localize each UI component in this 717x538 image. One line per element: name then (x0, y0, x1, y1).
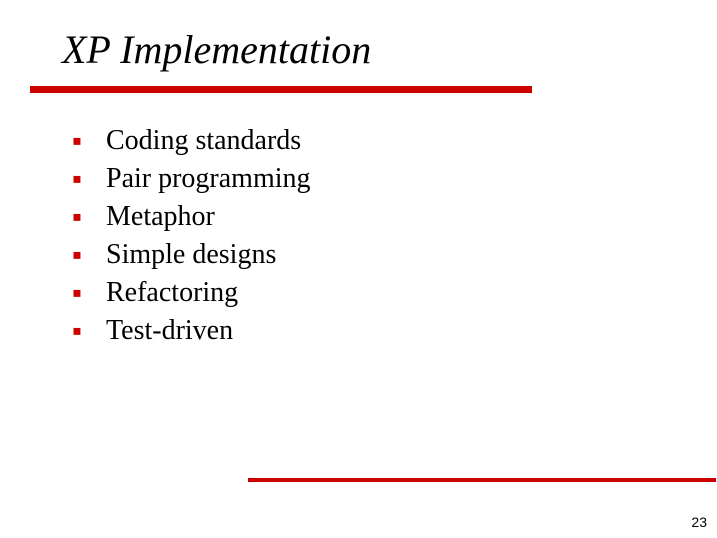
title-underline (30, 86, 532, 93)
bullet-label: Coding standards (106, 124, 301, 158)
bullet-icon: ▪ (72, 203, 90, 231)
bullet-label: Simple designs (106, 238, 276, 272)
list-item: ▪ Refactoring (72, 274, 311, 312)
bullet-icon: ▪ (72, 241, 90, 269)
list-item: ▪ Test-driven (72, 312, 311, 350)
bullet-label: Test-driven (106, 314, 233, 348)
list-item: ▪ Simple designs (72, 236, 311, 274)
bullet-icon: ▪ (72, 165, 90, 193)
bullet-label: Metaphor (106, 200, 215, 234)
list-item: ▪ Metaphor (72, 198, 311, 236)
list-item: ▪ Coding standards (72, 122, 311, 160)
slide: XP Implementation ▪ Coding standards ▪ P… (0, 0, 717, 538)
bullet-list: ▪ Coding standards ▪ Pair programming ▪ … (72, 122, 311, 350)
list-item: ▪ Pair programming (72, 160, 311, 198)
bullet-icon: ▪ (72, 279, 90, 307)
page-number: 23 (691, 514, 707, 530)
bottom-rule (248, 478, 716, 482)
bullet-icon: ▪ (72, 127, 90, 155)
slide-title-text: XP Implementation (62, 27, 371, 72)
bullet-label: Pair programming (106, 162, 311, 196)
bullet-label: Refactoring (106, 276, 238, 310)
slide-title: XP Implementation (62, 28, 371, 72)
bullet-icon: ▪ (72, 317, 90, 345)
